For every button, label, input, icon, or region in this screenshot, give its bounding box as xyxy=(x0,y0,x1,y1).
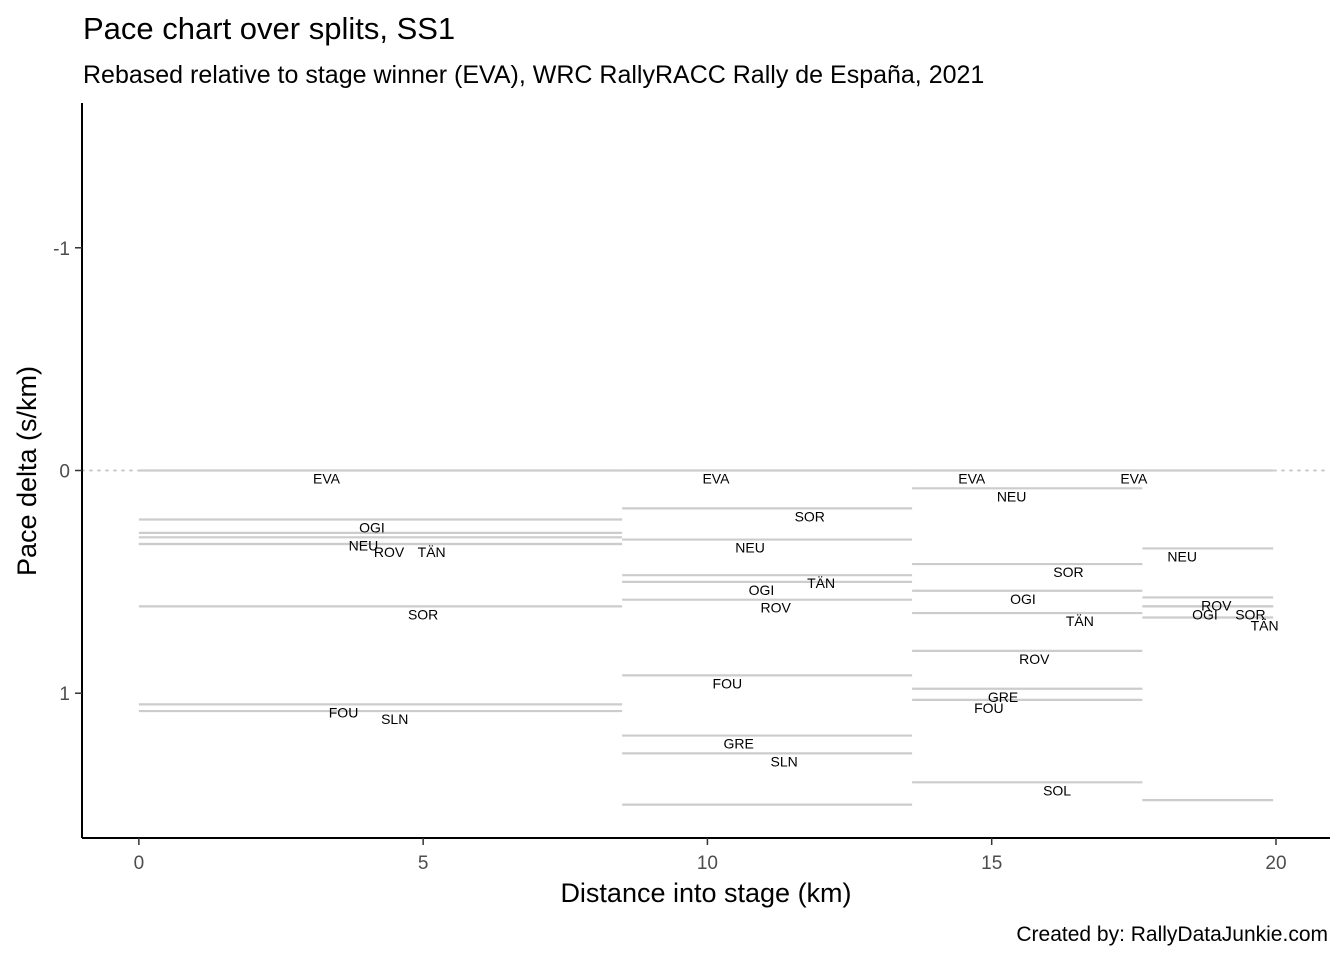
chart-title: Pace chart over splits, SS1 xyxy=(83,11,455,46)
x-axis-ticks: 0 5 10 15 20 xyxy=(134,838,1287,874)
x-tick-label: 15 xyxy=(981,853,1002,874)
pace-label-ogi: OGI xyxy=(1192,606,1218,622)
pace-label-sor: SOR xyxy=(408,606,438,622)
pace-label-neu: NEU xyxy=(735,540,765,556)
pace-label-fou: FOU xyxy=(713,675,743,691)
pace-label-fou: FOU xyxy=(329,704,359,720)
chart-subtitle: Rebased relative to stage winner (EVA), … xyxy=(83,61,984,89)
pace-label-tän: TÄN xyxy=(1251,618,1279,634)
x-tick-label: 20 xyxy=(1265,853,1286,874)
pace-label-fou: FOU xyxy=(974,700,1004,716)
y-tick-label: -1 xyxy=(53,239,70,260)
pace-label-rov: ROV xyxy=(1019,651,1050,667)
pace-label-gre: GRE xyxy=(988,689,1018,705)
pace-label-neu: NEU xyxy=(349,537,379,553)
split-2: EVA SOR NEU TÄN OGI ROV FOU GRE SLN xyxy=(622,469,913,806)
pace-label-sln: SLN xyxy=(381,711,408,727)
y-tick-label: 1 xyxy=(59,684,70,705)
pace-label-sor: SOR xyxy=(1235,606,1265,622)
pace-label-eva: EVA xyxy=(1120,471,1148,487)
chart-caption: Created by: RallyDataJunkie.com xyxy=(1016,923,1328,946)
pace-label-ogi: OGI xyxy=(749,582,775,598)
pace-label-rov: ROV xyxy=(374,544,405,560)
pace-label-eva: EVA xyxy=(702,471,730,487)
pace-label-sol: SOL xyxy=(1043,782,1071,798)
pace-label-neu: NEU xyxy=(1167,548,1197,564)
pace-label-neu: NEU xyxy=(997,488,1027,504)
pace-label-ogi: OGI xyxy=(359,520,385,536)
pace-label-sor: SOR xyxy=(795,508,825,524)
pace-label-eva: EVA xyxy=(958,471,986,487)
x-tick-label: 10 xyxy=(697,853,718,874)
pace-label-tän: TÄN xyxy=(1066,613,1094,629)
pace-label-tän: TÄN xyxy=(418,544,446,560)
y-axis-ticks: -1 0 1 xyxy=(53,239,82,705)
y-axis-title: Pace delta (s/km) xyxy=(12,366,42,576)
pace-label-sln: SLN xyxy=(771,753,798,769)
pace-label-gre: GRE xyxy=(724,736,754,752)
pace-label-ogi: OGI xyxy=(1010,591,1036,607)
y-tick-label: 0 xyxy=(59,462,70,483)
x-tick-label: 5 xyxy=(418,853,429,874)
pace-label-rov: ROV xyxy=(760,600,791,616)
x-tick-label: 0 xyxy=(134,853,145,874)
pace-label-eva: EVA xyxy=(313,471,341,487)
pace-label-tän: TÄN xyxy=(807,575,835,591)
pace-label-sor: SOR xyxy=(1053,564,1083,580)
x-axis-title: Distance into stage (km) xyxy=(560,878,851,908)
pace-label-rov: ROV xyxy=(1201,597,1232,613)
